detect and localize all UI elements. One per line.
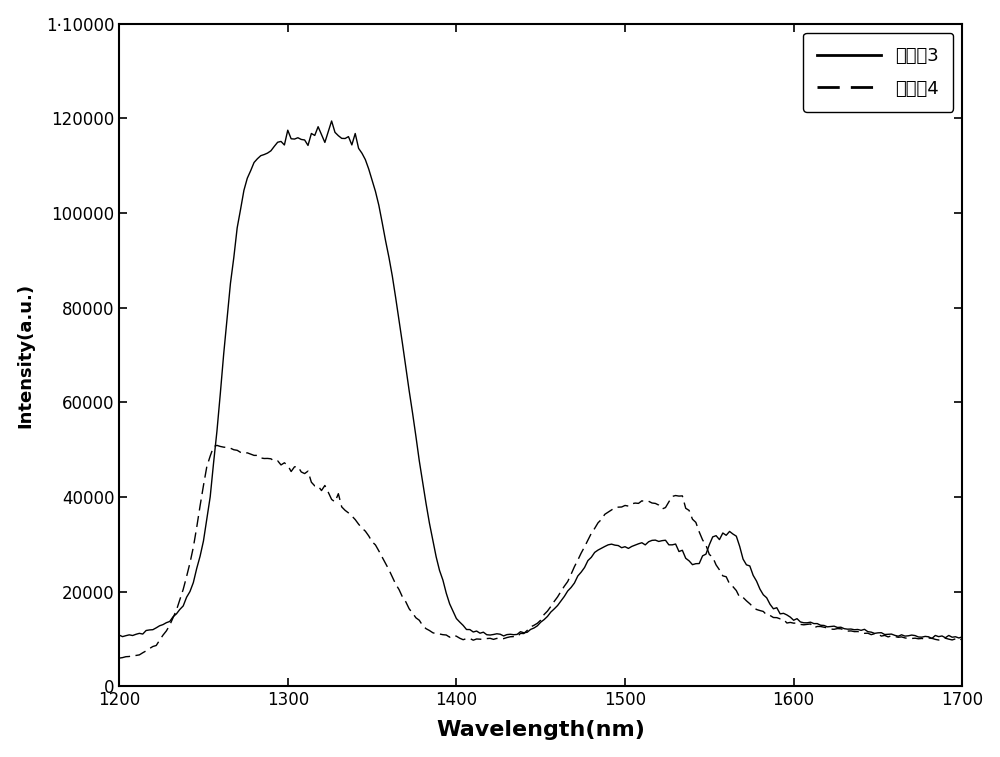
实施例4: [113, 653, 125, 662]
X-axis label: Wavelength(nm): Wavelength(nm): [436, 721, 645, 740]
实施例3: [956, 632, 968, 641]
实施例3: [447, 606, 459, 615]
实施例4: [686, 515, 698, 524]
实施例3: [686, 560, 698, 569]
实施例3: [626, 542, 638, 551]
实施例4: [447, 631, 459, 640]
实施例3: [501, 630, 513, 639]
实施例3: [926, 634, 938, 643]
Line: 实施例4: 实施例4: [119, 445, 962, 658]
Line: 实施例3: 实施例3: [119, 121, 962, 638]
实施例3: [326, 117, 338, 126]
实施例4: [616, 503, 628, 512]
实施例4: [211, 441, 223, 450]
Y-axis label: Intensity(a.u.): Intensity(a.u.): [17, 282, 35, 428]
实施例4: [956, 636, 968, 645]
Legend: 实施例3, 实施例4: 实施例3, 实施例4: [803, 33, 953, 112]
实施例4: [501, 633, 513, 642]
实施例3: [751, 577, 763, 586]
实施例4: [751, 605, 763, 614]
实施例3: [616, 544, 628, 553]
实施例3: [113, 631, 125, 640]
实施例4: [626, 500, 638, 509]
